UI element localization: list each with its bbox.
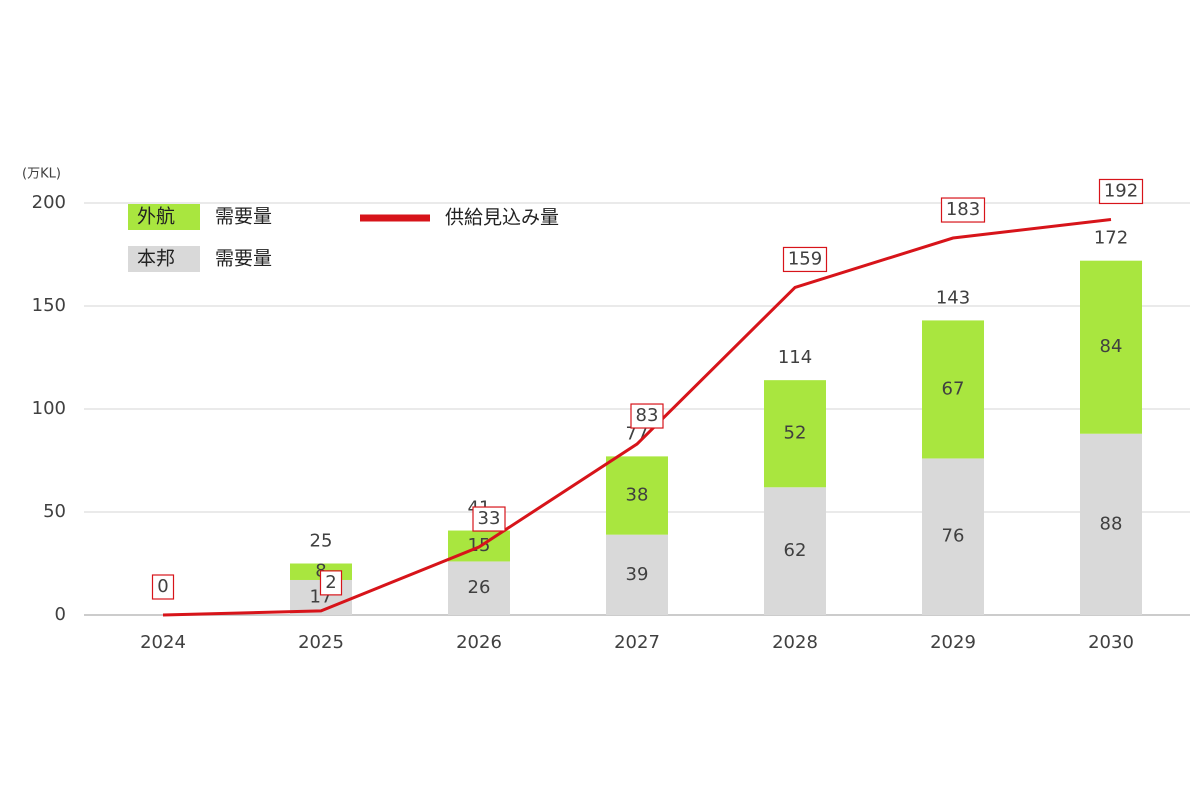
x-tick-label: 2024 [140, 632, 186, 653]
legend-label: 供給見込み量 [445, 207, 559, 229]
x-tick-label: 2027 [614, 632, 660, 653]
bar-segment [1080, 433, 1142, 615]
bar-value-label: 76 [942, 526, 965, 547]
legend-label: 外航 [137, 206, 175, 228]
bar-segment [764, 487, 826, 615]
y-tick-label: 150 [32, 295, 66, 316]
legend-label: 本邦 [137, 248, 175, 270]
point-label-box [472, 506, 506, 532]
bar-value-label: 38 [626, 485, 649, 506]
bar-value-label: 84 [1100, 336, 1123, 357]
y-tick-label: 200 [32, 192, 66, 213]
supply-line [162, 217, 1112, 617]
point-label: 33 [478, 508, 501, 529]
legend-label-suffix: 需要量 [215, 206, 272, 228]
point-label-box [940, 197, 986, 223]
point-label: 2 [325, 572, 336, 593]
y-unit-label: (万KL) [22, 167, 61, 182]
bar-segment [606, 534, 668, 615]
legend-swatch [128, 246, 200, 272]
x-tick-label: 2026 [456, 632, 502, 653]
total-label: 25 [310, 531, 333, 552]
legend-swatch [128, 204, 200, 230]
legend-label-suffix: 需要量 [215, 248, 272, 270]
point-label-box [319, 570, 343, 596]
point-label: 83 [636, 405, 659, 426]
total-label: 172 [1094, 228, 1128, 249]
total-label: 143 [936, 287, 970, 308]
x-tick-label: 2025 [298, 632, 344, 653]
point-label-box [151, 574, 175, 600]
point-label: 192 [1104, 180, 1138, 201]
bar-segment [606, 456, 668, 535]
point-label: 159 [788, 248, 822, 269]
bar-segment [922, 320, 984, 459]
point-label-box [1098, 178, 1144, 205]
x-tick-label: 2029 [930, 632, 976, 653]
point-label: 0 [157, 576, 168, 597]
x-tick-label: 2028 [772, 632, 818, 653]
bar-value-label: 88 [1100, 513, 1123, 534]
bar-segment [1080, 260, 1142, 434]
bar-segment [448, 561, 510, 615]
point-label: 183 [946, 199, 980, 220]
total-label: 114 [778, 347, 812, 368]
bar-value-label: 26 [468, 577, 491, 598]
y-tick-label: 0 [55, 604, 66, 625]
bar-value-label: 67 [942, 378, 965, 399]
y-tick-label: 50 [43, 501, 66, 522]
y-tick-label: 100 [32, 398, 66, 419]
bar-value-label: 52 [784, 423, 807, 444]
bar-segment [922, 458, 984, 615]
bar-segment [764, 380, 826, 488]
bar-value-label: 62 [784, 540, 807, 561]
bar-value-label: 39 [626, 564, 649, 585]
point-label-box [782, 246, 828, 273]
point-label-box [630, 403, 664, 429]
x-tick-label: 2030 [1088, 632, 1134, 653]
